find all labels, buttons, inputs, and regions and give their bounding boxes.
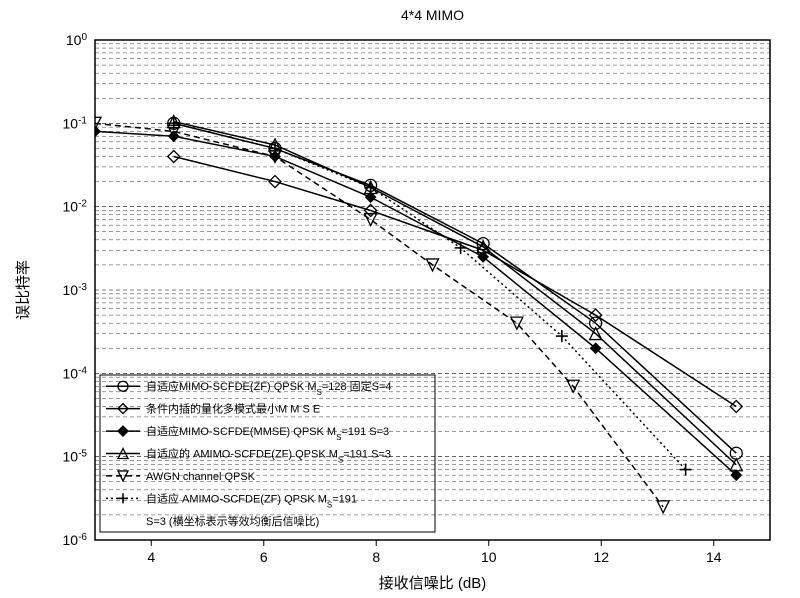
legend-label: 条件内插的量化多模式最小M M S E xyxy=(146,402,320,416)
y-tick-label: 100 xyxy=(66,32,88,49)
x-tick-label: 8 xyxy=(372,549,380,565)
legend-sample xyxy=(106,404,140,414)
y-tick-label: 10-6 xyxy=(63,532,88,549)
series-amimo-zf-191-s3 xyxy=(168,116,743,471)
legend-label: S=3 (横坐标表示等效均衡后信噪比) xyxy=(146,514,319,528)
y-tick-label: 10-3 xyxy=(63,282,88,299)
x-tick-label: 10 xyxy=(481,549,497,565)
x-axis-label: 接收信噪比 (dB) xyxy=(379,575,487,592)
y-tick-label: 10-1 xyxy=(63,115,88,132)
legend-label: 自适应MIMO-SCFDE(ZF) QPSK MS=128 固定S=4 xyxy=(146,379,392,397)
legend-sample xyxy=(106,493,140,503)
y-axis-label: 误比特率 xyxy=(15,260,32,320)
y-tick-label: 10-2 xyxy=(63,198,88,215)
y-tick-label: 10-5 xyxy=(63,448,88,465)
legend-label: 自适应MIMO-SCFDE(MMSE) QPSK MS=191 S=3 xyxy=(146,424,389,442)
legend-label: 自适应的 AMIMO-SCFDE(ZF) QPSK MS=191 S=3 xyxy=(146,447,391,465)
legend-sample xyxy=(106,449,140,459)
chart-container: 4*4 MIMO 10-6 10-5 10-4 10-3 10-2 10-1 100 4 6 8 10… xyxy=(0,0,800,598)
series-amimo-zf-eq xyxy=(168,117,692,475)
legend-sample xyxy=(106,381,140,391)
y-tick-label: 10-4 xyxy=(63,365,88,382)
chart-title: 4*4 MIMO xyxy=(401,7,464,23)
x-tick-label: 6 xyxy=(260,549,268,565)
legend-sample xyxy=(106,471,140,481)
legend-sample xyxy=(106,426,140,436)
x-tick-label: 14 xyxy=(706,549,722,565)
x-tick-label: 12 xyxy=(593,549,609,565)
x-tick-label: 4 xyxy=(147,549,155,565)
legend-label: AWGN channel QPSK xyxy=(146,471,256,483)
chart-svg: 4*4 MIMO 10-6 10-5 10-4 10-3 10-2 10-1 100 4 6 8 10… xyxy=(0,0,800,598)
legend-label: 自适应 AMIMO-SCFDE(ZF) QPSK MS=191 xyxy=(146,491,357,509)
